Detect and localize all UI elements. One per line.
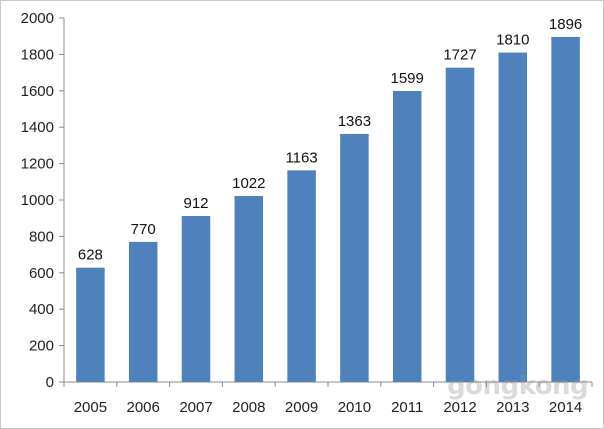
data-label-2012: 1727 [443, 47, 476, 64]
data-label-2005: 628 [78, 247, 103, 264]
bar-2013 [498, 52, 528, 383]
x-tick-label-2013: 2013 [496, 399, 529, 416]
bar-2007 [181, 216, 211, 382]
x-tick-label-2014: 2014 [549, 399, 582, 416]
bar-2014 [551, 36, 580, 382]
y-tick-label: 1200 [21, 156, 54, 173]
bar-2005 [76, 267, 105, 382]
y-tick-label: 1000 [21, 192, 54, 209]
bar-2011 [392, 90, 422, 383]
x-axis-ticks: 2005 2006 2007 2008 2009 2010 2011 2012 2013 2014 [63, 382, 593, 416]
bar-2010 [340, 133, 369, 382]
x-tick-label-2008: 2008 [232, 399, 265, 416]
bar-2012 [445, 67, 475, 382]
x-tick-label-2006: 2006 [127, 399, 160, 416]
y-tick-label: 0 [46, 374, 54, 391]
data-labels: 628 770 912 1022 1163 1363 1599 1727 1810 1896 [78, 16, 582, 264]
y-tick-label: 400 [29, 301, 54, 318]
data-label-2011: 1599 [391, 70, 424, 87]
x-tick-label-2011: 2011 [391, 399, 423, 416]
bars [76, 36, 580, 383]
data-label-2009: 1163 [285, 149, 317, 166]
y-tick-label: 600 [29, 265, 54, 282]
data-label-2013: 1810 [496, 32, 529, 49]
bar-2006 [128, 241, 158, 382]
bar-2008 [234, 195, 264, 382]
data-label-2006: 770 [131, 221, 156, 238]
x-tick-label-2010: 2010 [338, 399, 371, 416]
data-label-2014: 1896 [549, 16, 582, 33]
y-axis-ticks: 0 200 400 600 800 1000 1200 1400 1600 1800 2000 [21, 10, 64, 391]
x-tick-label-2012: 2012 [443, 399, 476, 416]
y-tick-label: 1400 [21, 119, 54, 136]
bar-2009 [287, 170, 316, 382]
data-label-2010: 1363 [338, 113, 371, 130]
y-tick-label: 2000 [21, 10, 54, 27]
x-tick-label-2005: 2005 [74, 399, 107, 416]
y-tick-label: 1600 [21, 83, 54, 100]
data-label-2008: 1022 [232, 175, 265, 192]
y-tick-label: 1800 [21, 46, 54, 63]
data-label-2007: 912 [183, 195, 208, 212]
y-tick-label: 800 [29, 228, 54, 245]
y-tick-label: 200 [29, 338, 54, 355]
x-tick-label-2007: 2007 [179, 399, 212, 416]
x-tick-label-2009: 2009 [285, 399, 318, 416]
